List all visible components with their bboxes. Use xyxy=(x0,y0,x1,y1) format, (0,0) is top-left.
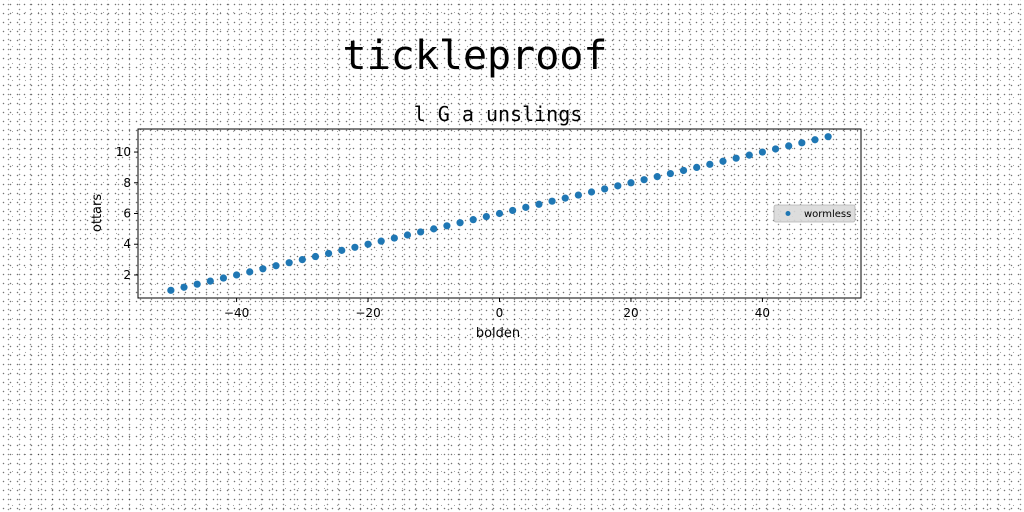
legend-marker xyxy=(785,211,791,216)
data-point xyxy=(824,133,832,141)
scatter-series xyxy=(167,133,832,294)
y-tick-label: 2 xyxy=(123,268,131,282)
data-point xyxy=(351,243,359,251)
data-point xyxy=(548,197,556,205)
data-point xyxy=(495,209,504,218)
y-tick-label: 4 xyxy=(123,237,131,251)
data-point xyxy=(732,154,740,162)
figure-suptitle: tickleproof xyxy=(342,33,608,79)
data-point xyxy=(587,188,596,196)
data-point xyxy=(272,262,280,270)
data-point xyxy=(232,271,241,279)
data-point xyxy=(167,286,175,294)
data-point xyxy=(364,240,372,248)
data-point xyxy=(666,169,674,178)
data-point xyxy=(285,259,293,267)
data-point xyxy=(417,228,425,236)
y-tick-label: 8 xyxy=(123,176,131,190)
data-point xyxy=(614,182,622,190)
data-point xyxy=(679,166,688,175)
x-tick-label: −20 xyxy=(355,306,380,320)
data-point xyxy=(535,200,543,208)
x-axis: −40 −20 0 20 40 xyxy=(224,298,770,320)
data-point xyxy=(311,252,320,261)
data-point xyxy=(180,283,188,291)
data-point xyxy=(509,206,517,215)
data-point xyxy=(693,163,701,172)
data-point xyxy=(745,151,753,159)
x-tick-label: −40 xyxy=(224,306,249,320)
x-axis-label: bolden xyxy=(476,326,520,341)
chart-title: l G a unslings xyxy=(414,102,583,126)
legend-label: wormless xyxy=(804,209,851,220)
data-point xyxy=(430,225,438,233)
data-point xyxy=(443,222,451,230)
y-tick-label: 10 xyxy=(116,145,131,159)
x-tick-label: 0 xyxy=(496,306,504,320)
y-axis-label: ottars xyxy=(90,194,105,232)
data-point xyxy=(771,145,780,153)
data-point xyxy=(561,194,569,202)
data-point xyxy=(219,274,228,282)
data-point xyxy=(456,219,464,227)
data-point xyxy=(719,157,727,165)
data-point xyxy=(377,237,385,245)
x-tick-label: 40 xyxy=(755,306,770,320)
data-point xyxy=(193,280,201,288)
data-point xyxy=(601,185,609,193)
data-point xyxy=(653,173,661,181)
data-point xyxy=(706,160,714,168)
data-point xyxy=(469,216,477,224)
data-point xyxy=(758,148,767,156)
data-point xyxy=(325,249,333,258)
legend: wormless xyxy=(773,204,856,223)
data-point xyxy=(298,255,306,264)
x-tick-label: 20 xyxy=(623,306,638,320)
data-point xyxy=(627,179,635,187)
data-point xyxy=(390,234,398,242)
data-point xyxy=(206,277,214,285)
data-point xyxy=(574,191,582,199)
data-point xyxy=(403,231,412,239)
data-point xyxy=(338,246,346,254)
data-point xyxy=(246,268,254,276)
data-point xyxy=(640,176,648,184)
data-point xyxy=(522,203,530,211)
y-tick-label: 6 xyxy=(123,207,131,221)
data-point xyxy=(811,136,819,144)
data-point xyxy=(785,142,793,150)
data-point xyxy=(259,265,267,273)
data-point xyxy=(482,212,490,221)
y-axis: 2 4 6 8 10 xyxy=(116,145,138,282)
legend-box xyxy=(773,204,856,223)
data-point xyxy=(798,139,806,147)
